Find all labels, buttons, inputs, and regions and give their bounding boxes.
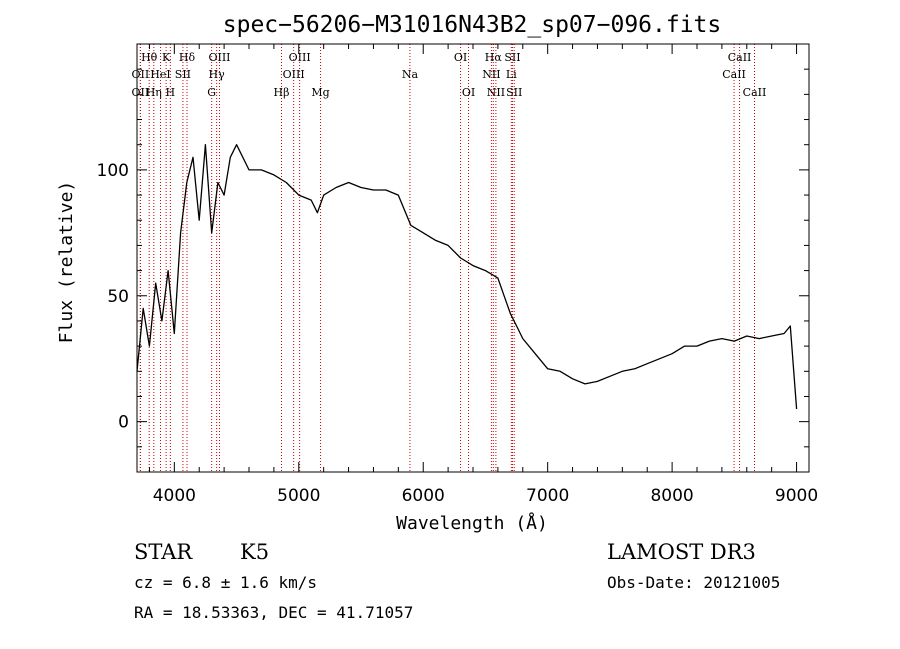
emission-line-label: Mg [311, 86, 329, 99]
emission-line-label: OIII [289, 51, 311, 64]
emission-line-label: H [166, 86, 176, 99]
x-tick-labels: 4000 5000 6000 7000 8000 9000 [153, 486, 818, 506]
emission-line-label: OIII [283, 68, 305, 81]
emission-line-label: NII [482, 68, 500, 81]
emission-line-label: SII [506, 86, 522, 99]
emission-line-label: CaII [743, 86, 767, 99]
y-axis-title: Flux (relative) [56, 181, 77, 344]
emission-line-label: CaII [722, 68, 746, 81]
coordinates: RA = 18.53363, DEC = 41.71057 [134, 603, 414, 622]
emission-line-label: OIII [208, 51, 230, 64]
emission-line-label: OI [454, 51, 467, 64]
object-class: STAR [134, 540, 193, 564]
x-tick-label: 9000 [775, 486, 818, 506]
survey-name: LAMOST DR3 [607, 540, 756, 564]
chart-title: spec−56206−M31016N43B2_sp07−096.fits [223, 12, 722, 38]
emission-line-label: NII [487, 86, 505, 99]
x-tick-label: 5000 [277, 486, 320, 506]
emission-line-label: Hγ [209, 68, 226, 81]
spectrum-chart: spec−56206−M31016N43B2_sp07−096.fits Hθ O… [56, 12, 818, 534]
emission-line-markers [139, 44, 755, 472]
emission-line-label: SII [504, 51, 520, 64]
x-tick-label: 4000 [153, 486, 196, 506]
emission-line-label: Hη [146, 86, 162, 99]
y-tick-label: 100 [97, 161, 129, 181]
emission-line-label: Hβ [274, 86, 290, 99]
emission-line-label: Hδ [179, 51, 196, 64]
spectrum-series [136, 144, 798, 410]
emission-line-label: OII [132, 86, 150, 99]
spectrum-line [136, 144, 798, 410]
redshift-cz: cz = 6.8 ± 1.6 km/s [134, 573, 318, 592]
axis-ticks [137, 44, 809, 473]
x-tick-label: 7000 [526, 486, 569, 506]
emission-line-label: OI [462, 86, 475, 99]
observation-date: Obs-Date: 20121005 [607, 573, 781, 592]
x-axis-title: Wavelength (Å) [396, 512, 548, 534]
emission-line-label: Hα [485, 51, 503, 64]
emission-line-label: HeI [150, 68, 170, 81]
x-tick-label: 6000 [402, 486, 445, 506]
object-subclass: K5 [240, 540, 270, 564]
y-tick-label: 0 [118, 413, 129, 433]
y-tick-label: 50 [107, 287, 129, 307]
y-tick-labels: 0 50 100 [97, 161, 129, 433]
x-tick-label: 8000 [650, 486, 693, 506]
plot-frame [136, 43, 810, 473]
emission-line-label: Hθ [141, 51, 158, 64]
emission-line-label: G [207, 86, 216, 99]
emission-line-label: Li [506, 68, 517, 81]
emission-line-label: K [162, 51, 171, 64]
emission-line-label: Na [402, 68, 419, 81]
emission-line-label: OII [132, 68, 150, 81]
emission-line-label: SII [175, 68, 191, 81]
emission-line-label: CaII [728, 51, 752, 64]
